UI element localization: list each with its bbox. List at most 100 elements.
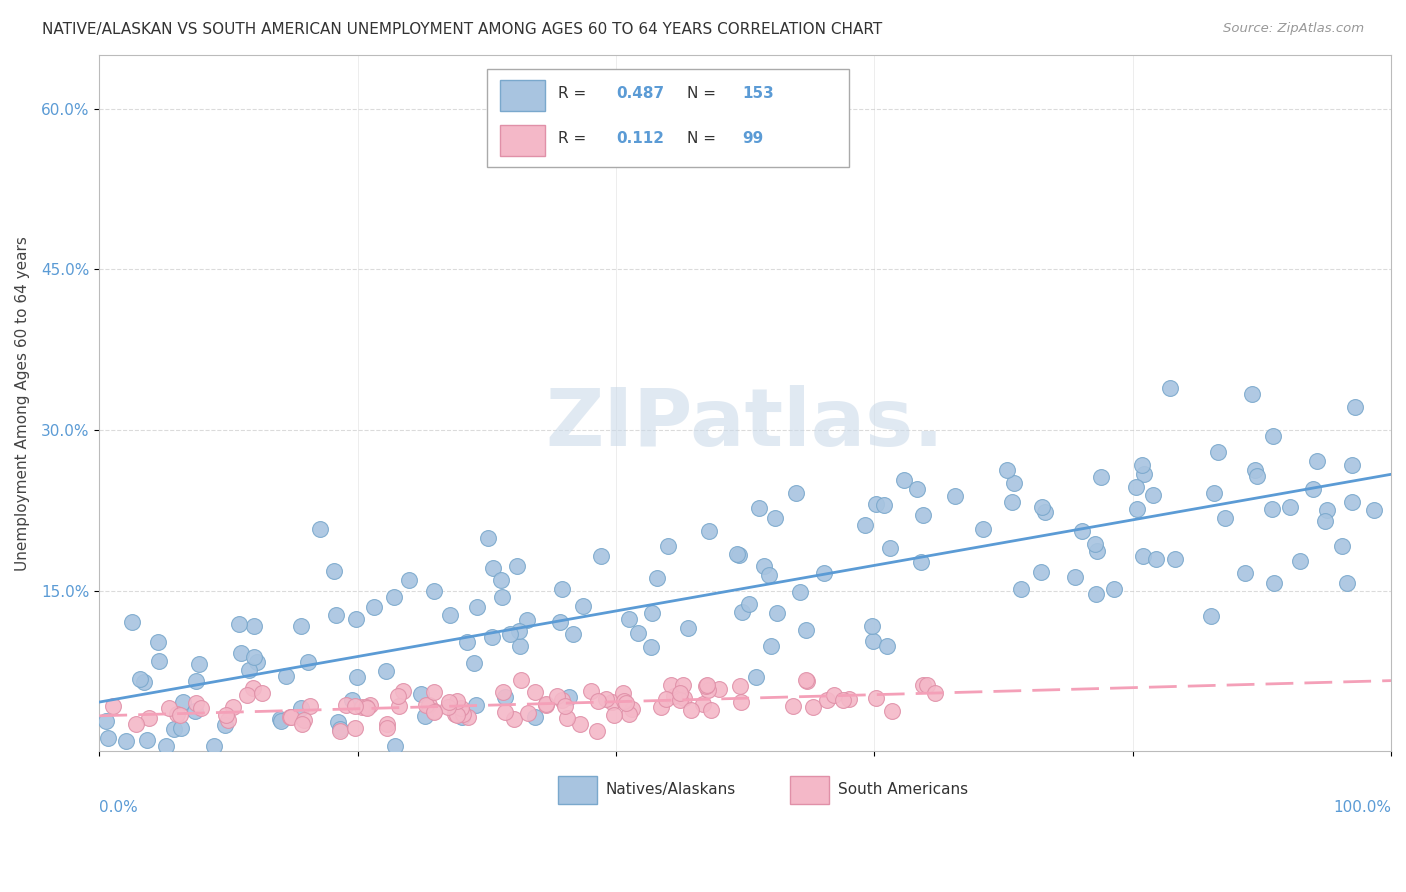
Point (697, 524, 720, 538)
Point (640, 640, 662, 654)
Point (548, 615, 571, 630)
Point (439, 608, 461, 623)
Point (388, 698, 411, 713)
Point (1199, 609, 1222, 624)
Point (481, 561, 503, 575)
Point (350, 699, 373, 714)
Point (494, 705, 516, 719)
Point (290, 701, 312, 715)
Point (1001, 495, 1024, 509)
Point (115, 733, 138, 747)
Text: 0.487: 0.487 (616, 86, 664, 101)
Point (436, 700, 458, 714)
Point (423, 684, 446, 698)
Point (297, 655, 319, 669)
Point (672, 678, 695, 692)
Point (561, 627, 583, 641)
Point (1213, 511, 1236, 525)
Point (782, 698, 804, 713)
Text: N =: N = (688, 131, 721, 146)
Text: N =: N = (688, 86, 721, 101)
Point (1010, 582, 1032, 596)
Point (242, 681, 264, 695)
Point (323, 564, 346, 578)
Point (101, 698, 124, 713)
Text: 0.0%: 0.0% (100, 800, 138, 815)
Point (1132, 549, 1154, 563)
Point (1234, 566, 1257, 581)
Point (228, 616, 250, 631)
Point (745, 670, 768, 684)
Point (456, 635, 478, 649)
Point (516, 613, 538, 627)
Point (924, 686, 946, 700)
Point (392, 684, 415, 698)
Point (481, 630, 503, 644)
Point (910, 555, 932, 569)
Point (280, 710, 302, 724)
Point (696, 678, 718, 692)
Point (1336, 576, 1358, 591)
Point (1206, 445, 1229, 459)
Point (907, 482, 929, 496)
Point (815, 693, 838, 707)
Point (422, 705, 444, 719)
Point (344, 698, 367, 713)
Point (1029, 565, 1052, 579)
Point (759, 639, 782, 653)
Point (558, 690, 581, 704)
Point (551, 582, 574, 596)
Point (1002, 476, 1025, 491)
Point (222, 699, 245, 714)
Point (1071, 524, 1094, 538)
Point (509, 673, 531, 687)
Point (1340, 458, 1362, 472)
Point (214, 718, 236, 732)
Point (346, 670, 368, 684)
Point (243, 619, 266, 633)
Point (96, 714, 118, 728)
Y-axis label: Unemployment Among Ages 60 to 64 years: Unemployment Among Ages 60 to 64 years (15, 235, 30, 571)
Point (1142, 488, 1164, 502)
Point (290, 716, 312, 731)
Point (853, 517, 876, 532)
Point (595, 691, 617, 706)
Point (375, 721, 398, 735)
Point (831, 693, 853, 707)
Point (148, 654, 170, 668)
Point (1084, 537, 1107, 551)
Point (586, 723, 609, 738)
Point (789, 585, 811, 599)
Point (146, 635, 169, 649)
Point (655, 692, 678, 706)
Point (1289, 554, 1312, 568)
Point (591, 549, 613, 564)
Point (202, 739, 225, 753)
Point (692, 697, 714, 711)
Text: NATIVE/ALASKAN VS SOUTH AMERICAN UNEMPLOYMENT AMONG AGES 60 TO 64 YEARS CORRELAT: NATIVE/ALASKAN VS SOUTH AMERICAN UNEMPLO… (42, 22, 883, 37)
Text: R =: R = (558, 131, 591, 146)
Point (700, 703, 723, 717)
Point (278, 710, 301, 724)
Point (342, 693, 364, 707)
Point (1125, 480, 1147, 494)
Point (375, 664, 398, 678)
Point (1260, 502, 1282, 516)
Point (325, 607, 347, 622)
Point (873, 498, 896, 512)
Point (516, 706, 538, 720)
Point (657, 539, 679, 553)
Point (614, 696, 637, 710)
Point (1362, 502, 1385, 516)
Point (730, 695, 752, 709)
Bar (499, 79, 546, 111)
Point (796, 674, 818, 689)
Point (422, 583, 444, 598)
Point (335, 698, 357, 712)
Point (617, 706, 640, 721)
Point (269, 712, 291, 726)
Point (725, 547, 748, 561)
Point (1261, 428, 1284, 442)
Point (235, 689, 257, 703)
Point (1084, 587, 1107, 601)
